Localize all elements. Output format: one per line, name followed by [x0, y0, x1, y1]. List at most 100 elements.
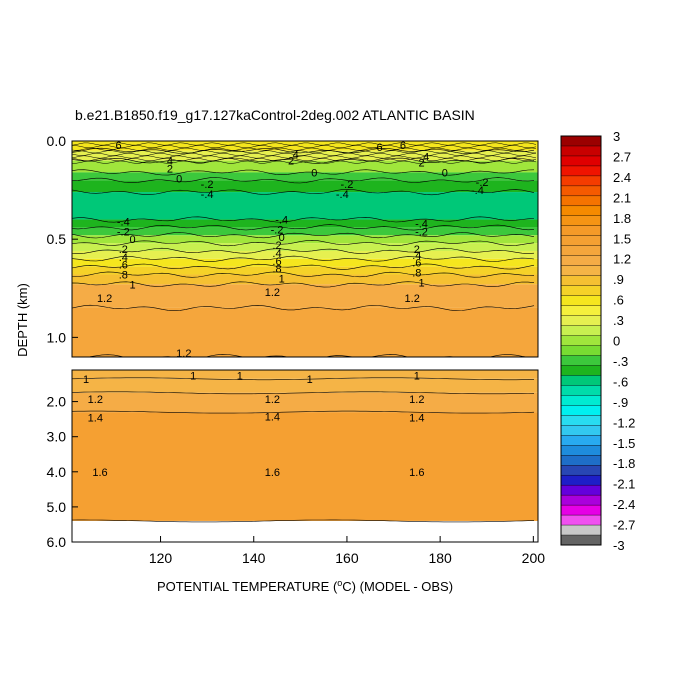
contour-label: 0 — [279, 232, 285, 244]
contour-band — [72, 392, 538, 413]
x-axis-label-pre: POTENTIAL TEMPERATURE ( — [157, 579, 338, 594]
contour-label: 0 — [442, 167, 448, 179]
contour-band — [72, 243, 538, 251]
contour-label: 0 — [176, 173, 182, 185]
x-axis-label-degree: o — [337, 578, 342, 588]
colorbar-swatch — [560, 145, 602, 157]
contour-label: .4 — [412, 250, 421, 262]
contour-label: 4 — [293, 150, 299, 162]
contour-label: -.4 — [471, 185, 484, 197]
contour-label: .8 — [119, 270, 128, 282]
colorbar-tick-label: -1.5 — [613, 436, 635, 451]
lower-panel-frame — [71, 369, 539, 543]
contour-label: .4 — [119, 252, 128, 264]
contour-label: 2 — [167, 164, 173, 176]
x-axis-label: POTENTIAL TEMPERATURE (oC) (MODEL - OBS) — [157, 578, 453, 594]
colorbar-swatch — [560, 514, 602, 526]
colorbar-swatch — [560, 135, 602, 147]
contour-label: 1.2 — [176, 348, 191, 360]
colorbar-swatch — [560, 295, 602, 307]
colorbar-tick-label: 1.5 — [613, 231, 631, 246]
lower-panel-contour-lines — [72, 377, 535, 523]
contour-line — [72, 147, 537, 151]
y-tick-label: 0.5 — [47, 231, 67, 247]
contour-line — [72, 188, 535, 196]
contour-band — [72, 370, 538, 379]
contour-band — [72, 307, 538, 357]
contour-band — [72, 219, 538, 228]
y-tick-label: 4.0 — [47, 464, 67, 480]
colorbar-swatch — [560, 395, 602, 406]
colorbar-tick-label: .9 — [613, 272, 624, 287]
chart-title: b.e21.B1850.f19_g17.127kaControl-2deg.00… — [75, 107, 475, 123]
contour-label: -.4 — [336, 189, 349, 201]
contour-label: -.4 — [275, 215, 288, 227]
colorbar-swatch — [560, 305, 602, 317]
upper-panel-fill — [72, 141, 538, 357]
colorbar-swatch — [560, 524, 602, 536]
contour-label: 1 — [190, 371, 196, 383]
upper-panel — [71, 140, 539, 358]
contour-band — [72, 250, 538, 259]
contour-label: 1.4 — [409, 412, 424, 424]
colorbar-swatch — [560, 504, 602, 516]
x-tick-label: 140 — [242, 550, 266, 566]
contour-line — [72, 160, 537, 164]
colorbar-swatch — [560, 245, 602, 257]
contour-band — [72, 274, 538, 285]
contour-label: 1.2 — [88, 394, 103, 406]
contour-band — [72, 160, 538, 173]
colorbar-tick-label: 0 — [613, 334, 620, 349]
contour-line — [72, 145, 537, 149]
contour-label: 2 — [414, 244, 420, 256]
contour-line — [72, 377, 535, 381]
contour-label: 1 — [279, 274, 285, 286]
contour-label: -.4 — [201, 189, 214, 201]
contour-label: .6 — [272, 256, 281, 268]
colorbar-swatch — [560, 225, 602, 237]
contour-label: 1.2 — [409, 394, 424, 406]
colorbar-swatch — [560, 385, 602, 396]
colorbar-swatch — [560, 415, 602, 426]
contour-band — [72, 192, 538, 220]
contour-label: -.2 — [340, 179, 353, 191]
colorbar-swatch — [560, 425, 602, 436]
contour-line — [72, 410, 535, 414]
contour-line — [72, 224, 535, 231]
colorbar-swatch — [560, 534, 602, 546]
upper-panel-frame — [71, 140, 539, 358]
contour-label: 1.6 — [265, 467, 280, 479]
colorbar-swatch — [560, 365, 602, 376]
colorbar-swatch — [560, 255, 602, 267]
contour-label: -.2 — [271, 224, 284, 236]
y-axis-ticks: 0.0 0.5 1.0 2.0 3.0 4.0 5.0 6.0 — [47, 133, 78, 550]
colorbar-tick-label: 1.8 — [613, 211, 631, 226]
contour-label: 1 — [237, 371, 243, 383]
contour-label: 6 — [400, 140, 406, 152]
contour-label: 1.4 — [88, 412, 103, 424]
contour-label: .8 — [272, 264, 281, 276]
colorbar-swatch — [560, 465, 602, 476]
contour-label: 1 — [83, 374, 89, 386]
contour-line — [72, 152, 537, 156]
contour-line — [72, 263, 535, 270]
colorbar-tick-label: -3 — [613, 538, 625, 553]
contour-line — [72, 281, 535, 288]
colorbar-swatch — [560, 215, 602, 227]
contour-line — [72, 239, 535, 247]
colorbar-tick-label: 1.2 — [613, 252, 631, 267]
contour-band — [72, 412, 538, 521]
colorbar-tick-label: 2.1 — [613, 190, 631, 205]
lower-panel-fill — [72, 370, 538, 521]
colorbar-frame — [560, 135, 602, 546]
x-tick-label: 180 — [428, 550, 452, 566]
colorbar-swatch — [560, 484, 602, 496]
lower-panel — [71, 369, 539, 543]
x-axis-ticks: 120 140 160 180 200 — [149, 536, 545, 566]
colorbar: 3 2.7 2.4 2.1 1.8 1.5 1.2 .9 .6 .3 0 -.3 -.6 -.9 -1.2 -… — [560, 129, 635, 553]
contour-label: 1.6 — [409, 467, 424, 479]
contour-label: 1 — [414, 371, 420, 383]
contour-labels: 6 6 6420420420-.2-.4-.2-.4-.2-.4-.4-.20.2.… — [83, 140, 489, 479]
contour-label: 0 — [130, 234, 136, 246]
contour-line — [72, 391, 535, 395]
